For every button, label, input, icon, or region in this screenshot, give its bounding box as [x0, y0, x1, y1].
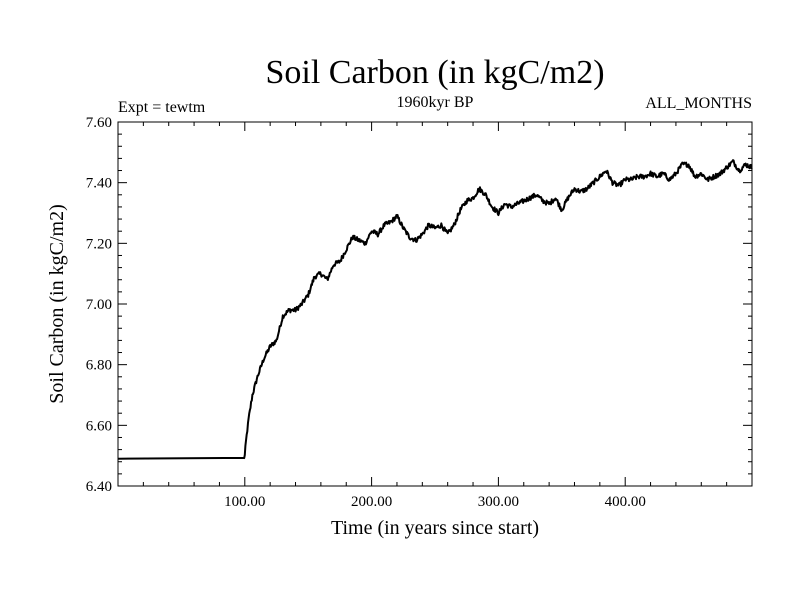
experiment-label: Expt = tewtm	[118, 99, 206, 116]
y-tick-label: 7.60	[86, 115, 112, 131]
x-axis: 100.00 200.00 300.00 400.00	[224, 122, 646, 510]
y-tick-label: 7.00	[86, 297, 112, 313]
y-axis-label: Soil Carbon (in kgC/m2)	[46, 204, 68, 403]
y-tick-label: 7.20	[86, 236, 112, 252]
y-minor-ticks	[118, 133, 752, 475]
y-tick-label: 6.60	[86, 418, 112, 434]
chart-title: Soil Carbon (in kgC/m2)	[265, 54, 604, 91]
x-tick-label: 300.00	[478, 494, 519, 510]
months-label: ALL_MONTHS	[645, 95, 752, 112]
series-line-soil-carbon	[117, 159, 753, 460]
y-tick-label: 6.80	[86, 358, 112, 374]
chart-subtitle: 1960kyr BP	[397, 94, 474, 111]
x-tick-label: 400.00	[605, 494, 646, 510]
y-axis: 6.40 6.60 6.80 7.00 7.20 7.40 7.60	[86, 115, 752, 495]
x-minor-ticks	[142, 122, 728, 486]
series-layer	[117, 159, 753, 460]
y-tick-label: 6.40	[86, 479, 112, 495]
x-tick-label: 100.00	[224, 494, 265, 510]
x-tick-label: 200.00	[351, 494, 392, 510]
x-axis-label: Time (in years since start)	[331, 517, 539, 539]
y-tick-label: 7.40	[86, 176, 112, 192]
